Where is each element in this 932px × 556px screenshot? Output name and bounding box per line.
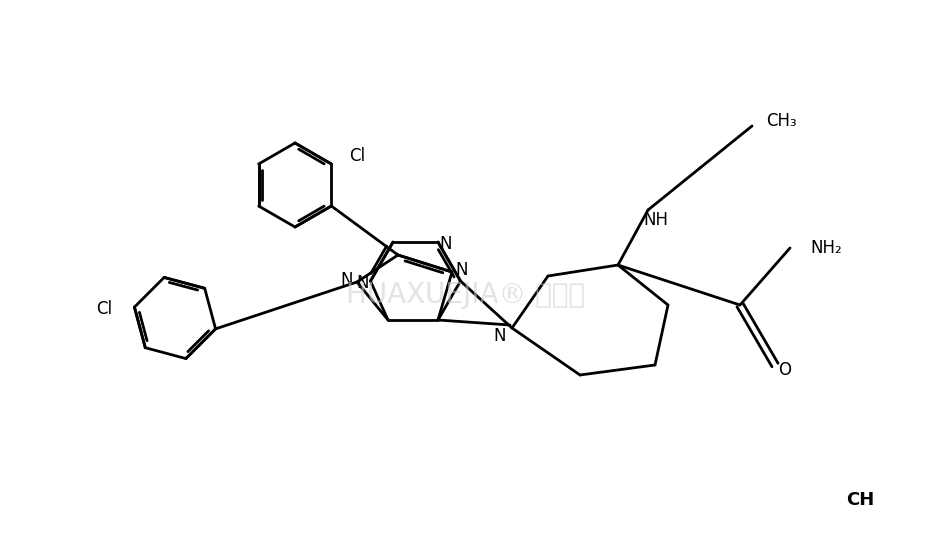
Text: NH: NH [643, 211, 668, 229]
Text: N: N [440, 235, 452, 253]
Text: Cl: Cl [350, 147, 365, 165]
Text: O: O [778, 361, 791, 379]
Text: N: N [456, 261, 468, 279]
Text: CH₃: CH₃ [766, 112, 797, 130]
Text: HUAXUEJIA® 化学加: HUAXUEJIA® 化学加 [347, 281, 585, 309]
Text: N: N [494, 327, 506, 345]
Text: N: N [341, 271, 353, 289]
Text: NH₂: NH₂ [810, 239, 842, 257]
Text: CH: CH [846, 491, 874, 509]
Text: Cl: Cl [96, 300, 113, 318]
Text: N: N [356, 274, 369, 292]
